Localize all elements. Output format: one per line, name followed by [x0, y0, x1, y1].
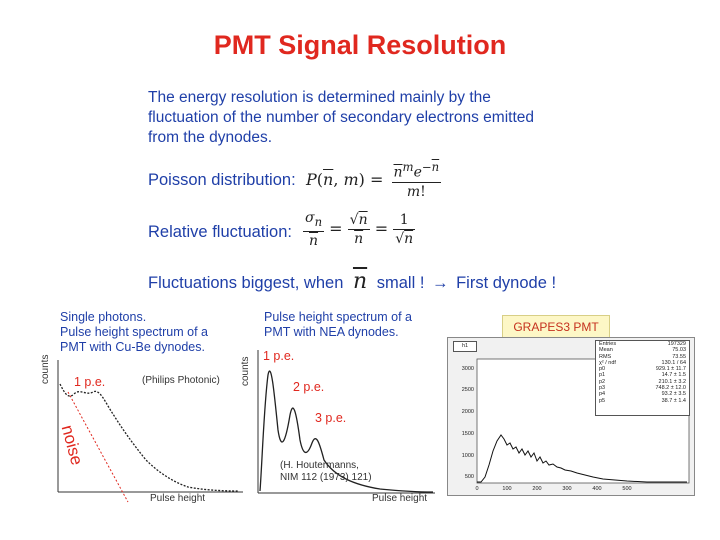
middle-ylabel: counts — [240, 356, 251, 386]
caption-line: Single photons. — [60, 310, 147, 324]
x-tick-label: 200 — [532, 486, 541, 492]
fluctuation-prefix: Fluctuations biggest, when — [148, 274, 344, 292]
y-tick-label: 2500 — [462, 387, 474, 393]
y-tick-label: 2000 — [462, 409, 474, 415]
stat-row: p0 929.1 ± 11.7 — [599, 366, 686, 373]
y-tick-label: 3000 — [462, 366, 474, 372]
relative-fluctuation-formula: σn n = √n n = 1 √n — [303, 210, 416, 249]
grapes3-histogram-curve — [477, 434, 687, 483]
stat-row: p4 93.2 ± 3.5 — [599, 391, 686, 398]
caption-line: PMT with Cu-Be dynodes. — [60, 340, 205, 354]
stat-row: Mean 75.03 — [599, 347, 686, 354]
intro-paragraph: The energy resolution is determined main… — [148, 88, 548, 148]
peak-label-3pe: 3 p.e. — [315, 411, 347, 425]
left-figure-caption: Single photons. Pulse height spectrum of… — [60, 310, 208, 355]
middle-xlabel: Pulse height — [372, 493, 428, 504]
arrow-icon: → — [432, 274, 449, 292]
x-tick-label: 500 — [622, 486, 631, 492]
single-pe-curve — [59, 383, 239, 492]
left-ylabel: counts — [40, 354, 51, 384]
reference-line: (H. Houtermanns, — [280, 460, 359, 471]
nea-spectrum-curve — [259, 370, 434, 493]
left-xlabel: Pulse height — [150, 493, 206, 504]
poisson-label: Poisson distribution: — [148, 171, 296, 189]
y-tick-label: 500 — [465, 474, 474, 480]
x-tick-label: 300 — [562, 486, 571, 492]
stat-row: p5 38.7 ± 1.4 — [599, 397, 686, 404]
middle-spectrum-figure — [257, 350, 435, 494]
intro-line: The energy resolution is determined main… — [148, 89, 491, 106]
fluctuation-suffix: First dynode ! — [456, 274, 557, 292]
stat-row: χ² / ndf 130.1 / 64 — [599, 359, 686, 366]
x-tick-label: 0 — [475, 486, 478, 492]
page-title: PMT Signal Resolution — [213, 30, 507, 60]
stat-row: Entries 197329 — [599, 341, 686, 347]
y-tick-label: 1000 — [462, 453, 474, 459]
caption-line: PMT with NEA dynodes. — [264, 325, 399, 339]
relative-fluctuation-label: Relative fluctuation: — [148, 223, 292, 241]
n-bar-symbol: n — [352, 269, 368, 294]
poisson-formula: P(n, m) = nme−n m! — [306, 160, 442, 200]
y-tick-label: 1500 — [462, 431, 474, 437]
fluctuation-statement: Fluctuations biggest, when n small ! → F… — [148, 269, 556, 294]
intro-line: from the dynodes. — [148, 129, 273, 146]
grapes3-pmt-label: GRAPES3 PMT — [502, 315, 610, 339]
stat-row: p2 210.1 ± 3.2 — [599, 378, 686, 385]
stat-row: p1 14.7 ± 1.5 — [599, 372, 686, 379]
middle-reference: (H. Houtermanns, NIM 112 (1973) 121) — [280, 460, 372, 484]
stat-row: RMS 73.55 — [599, 353, 686, 360]
peak-label-1pe: 1 p.e. — [263, 349, 295, 363]
middle-figure-caption: Pulse height spectrum of a PMT with NEA … — [264, 310, 412, 340]
noise-line — [67, 391, 129, 503]
caption-line: Pulse height spectrum of a — [264, 310, 412, 324]
intro-line: fluctuation of the number of secondary e… — [148, 109, 534, 126]
x-tick-label: 100 — [502, 486, 511, 492]
left-peak-label: 1 p.e. — [74, 375, 106, 389]
reference-line: NIM 112 (1973) 121) — [280, 472, 372, 483]
left-spectrum-figure — [57, 360, 243, 503]
caption-line: Pulse height spectrum of a — [60, 325, 208, 339]
x-tick-label: 400 — [592, 486, 601, 492]
histogram-tag: h1 — [453, 341, 477, 352]
stat-row: p3 748.2 ± 12.0 — [599, 385, 686, 392]
left-source-label: (Philips Photonic) — [142, 375, 220, 386]
fluctuation-mid: small ! — [376, 274, 425, 292]
statistics-box: Entries 197329 Mean 75.03 RMS 73.55 χ² / nd… — [595, 340, 690, 416]
peak-label-2pe: 2 p.e. — [293, 380, 325, 394]
